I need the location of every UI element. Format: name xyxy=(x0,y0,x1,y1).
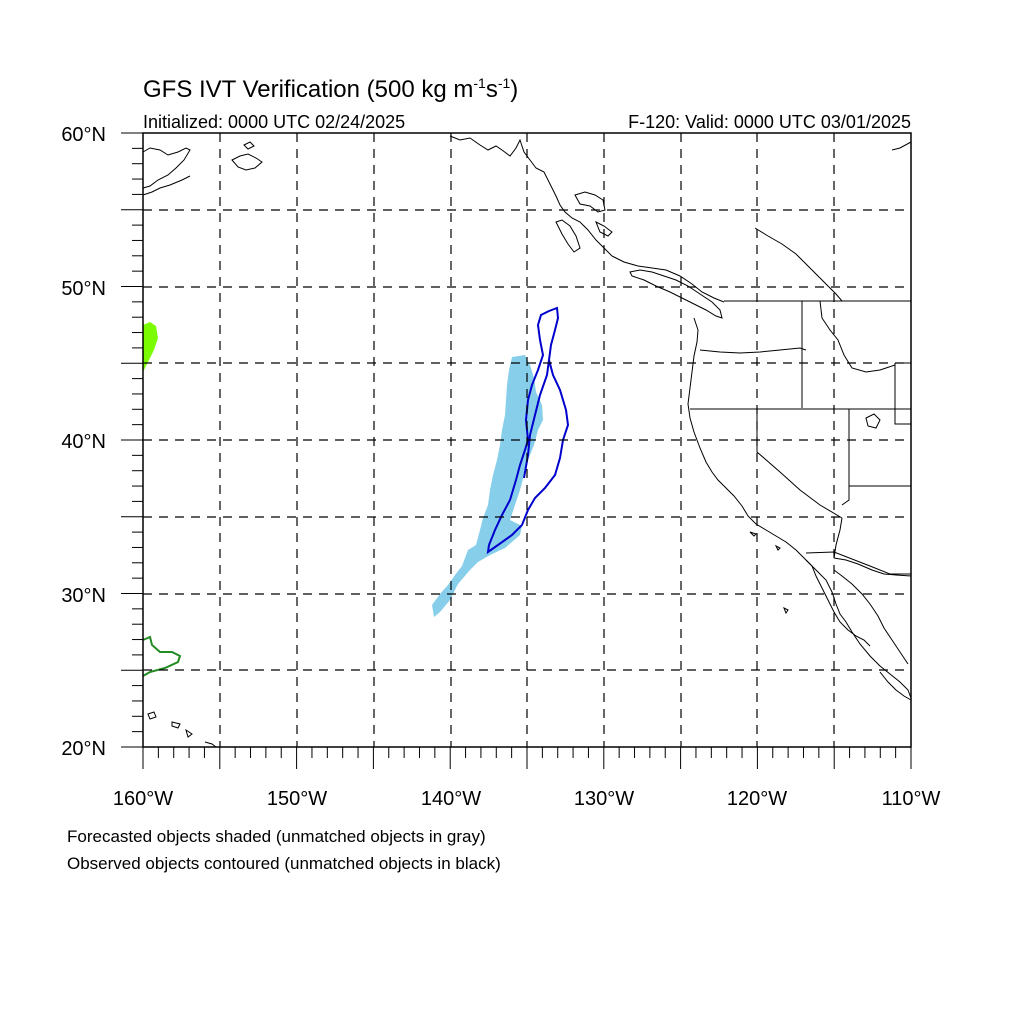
lon-labels: 160°W 150°W 140°W 130°W 120°W 110°W xyxy=(113,788,941,810)
title-sup-1: -1 xyxy=(473,75,486,91)
lat-label-30: 30°N xyxy=(61,585,106,607)
lon-label-150w: 150°W xyxy=(267,788,327,810)
forecast-object-edge xyxy=(143,322,158,372)
lon-label-130w: 130°W xyxy=(574,788,634,810)
observed-object-contour xyxy=(486,306,570,555)
gridlines xyxy=(143,133,911,747)
observed-note: Observed objects contoured (unmatched ob… xyxy=(67,854,501,873)
lat-labels: 60°N 50°N 40°N 30°N 20°N xyxy=(61,124,106,760)
coastlines xyxy=(142,135,912,748)
observed-object-edge xyxy=(142,635,182,677)
axis-ticks xyxy=(121,132,912,769)
lat-label-40: 40°N xyxy=(61,431,106,453)
lon-label-110w: 110°W xyxy=(882,788,941,810)
lon-label-140w: 140°W xyxy=(421,788,481,810)
title-prefix: GFS IVT Verification (500 kg m xyxy=(143,76,473,103)
lon-label-120w: 120°W xyxy=(727,788,787,810)
map-title: GFS IVT Verification (500 kg m-1s-1) xyxy=(143,75,518,103)
valid-time: F-120: Valid: 0000 UTC 03/01/2025 xyxy=(628,112,911,132)
title-suffix: ) xyxy=(510,76,518,103)
lat-label-50: 50°N xyxy=(61,278,106,300)
title-sup-2: -1 xyxy=(498,75,511,91)
lat-label-20: 20°N xyxy=(61,738,106,760)
forecast-object-shaded xyxy=(432,355,543,617)
title-mid: s xyxy=(486,76,498,103)
initialized-time: Initialized: 0000 UTC 02/24/2025 xyxy=(143,112,405,132)
lat-label-60: 60°N xyxy=(61,124,106,146)
map-area xyxy=(121,132,912,769)
forecast-note: Forecasted objects shaded (unmatched obj… xyxy=(67,827,486,846)
lon-label-160w: 160°W xyxy=(113,788,173,810)
